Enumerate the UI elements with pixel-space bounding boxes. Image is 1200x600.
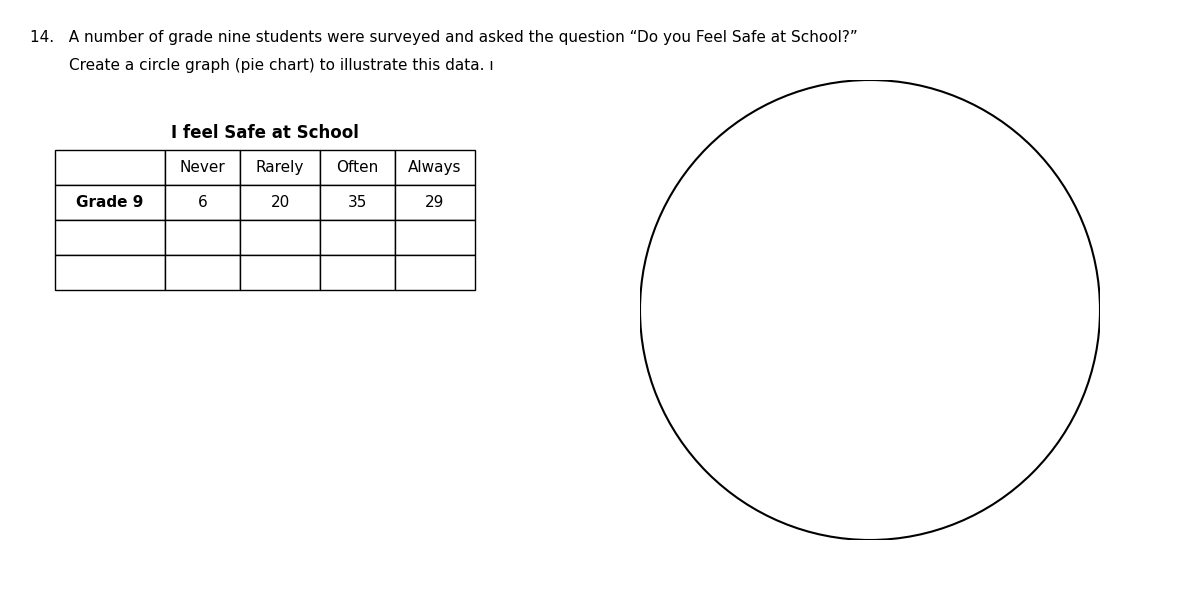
Bar — [395, 150, 475, 185]
Bar — [240, 255, 320, 290]
Text: 6: 6 — [198, 195, 208, 210]
Bar — [320, 220, 395, 255]
Bar — [55, 185, 166, 220]
Bar — [395, 255, 475, 290]
Bar — [320, 150, 395, 185]
Text: 29: 29 — [425, 195, 445, 210]
Bar — [320, 255, 395, 290]
Bar — [240, 185, 320, 220]
Text: 35: 35 — [348, 195, 367, 210]
Text: I feel Safe at School: I feel Safe at School — [172, 124, 359, 142]
Text: Never: Never — [180, 160, 226, 175]
Bar — [240, 150, 320, 185]
Bar — [166, 150, 240, 185]
Bar — [240, 220, 320, 255]
Bar — [55, 150, 166, 185]
Text: 20: 20 — [270, 195, 289, 210]
Bar — [166, 185, 240, 220]
Text: 14.   A number of grade nine students were surveyed and asked the question “Do y: 14. A number of grade nine students were… — [30, 30, 858, 45]
Bar — [395, 185, 475, 220]
Bar — [166, 255, 240, 290]
Text: Always: Always — [408, 160, 462, 175]
Text: Often: Often — [336, 160, 379, 175]
Text: Rarely: Rarely — [256, 160, 304, 175]
Bar — [395, 220, 475, 255]
Bar — [55, 255, 166, 290]
Text: Create a circle graph (pie chart) to illustrate this data. ı: Create a circle graph (pie chart) to ill… — [30, 58, 493, 73]
Bar — [55, 220, 166, 255]
Bar — [320, 185, 395, 220]
Bar — [166, 220, 240, 255]
Text: Grade 9: Grade 9 — [77, 195, 144, 210]
